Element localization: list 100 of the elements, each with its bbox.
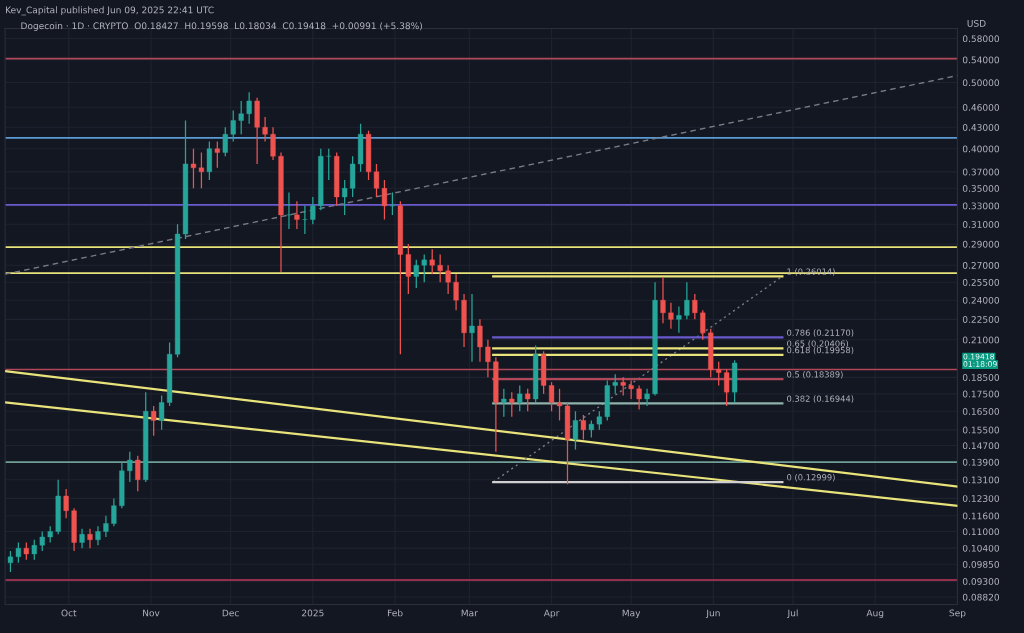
candlestick — [612, 373, 618, 395]
candlestick — [700, 309, 706, 341]
x-tick-label: May — [622, 609, 641, 619]
y-tick-label: 0.09300 — [962, 578, 1000, 585]
candlestick — [238, 100, 244, 135]
candlestick — [246, 91, 252, 125]
x-tick-label: Jul — [787, 609, 798, 619]
candlestick — [445, 264, 451, 295]
candlestick — [572, 410, 579, 451]
x-tick-label: Aug — [866, 609, 884, 619]
y-tick-label: 0.46000 — [962, 104, 1000, 111]
y-tick-label: 0.14700 — [962, 442, 1000, 450]
y-tick-label: 0.35000 — [962, 185, 1000, 192]
candlestick — [684, 281, 690, 320]
x-tick-label: 2025 — [302, 609, 324, 617]
y-tick-label: 0.31000 — [962, 221, 1000, 228]
y-tick-label: 0.11600 — [962, 512, 1000, 520]
candlestick — [198, 151, 205, 189]
candlestick — [636, 384, 642, 411]
y-tick-label: 0.17500 — [962, 390, 1000, 398]
candlestick — [437, 253, 443, 283]
y-tick-label: 0.58000 — [962, 35, 1000, 43]
y-tick-label: 0.12300 — [962, 495, 1000, 502]
candlestick — [429, 248, 435, 275]
candlestick — [644, 388, 650, 407]
y-tick-label: 0.27000 — [962, 261, 1000, 269]
candlestick — [294, 200, 300, 230]
chart-subtitle: Dogecoin · 1D · CRYPTO O0.18427 H0.19598 L0.18034 C0.19418 +0.00991 (+5.38%) — [21, 22, 422, 31]
candlestick — [302, 205, 308, 235]
candlestick — [453, 273, 459, 311]
y-axis-title: USD — [967, 20, 986, 27]
candlestick — [31, 539, 37, 561]
x-tick-label: Oct — [61, 609, 77, 617]
y-tick-label: 0.16500 — [962, 408, 1000, 415]
x-tick-label: Feb — [387, 609, 403, 617]
candlestick — [270, 126, 276, 161]
candlestick — [222, 126, 228, 157]
candlestick — [501, 388, 507, 418]
y-tick-label: 0.10400 — [962, 544, 1000, 552]
candlestick — [469, 293, 475, 363]
candlestick — [596, 410, 602, 431]
candlestick — [620, 376, 626, 397]
y-tick-label: 0.33000 — [962, 202, 1000, 210]
y-tick-label: 0.43000 — [962, 124, 1000, 131]
y-tick-label: 0.13900 — [962, 458, 1000, 466]
y-tick-label: 0.15500 — [962, 426, 1000, 434]
annotation: 1 (0.26014) — [787, 268, 835, 276]
x-tick-label: Apr — [543, 609, 560, 619]
candlestick — [7, 550, 14, 573]
y-tick-label: 0.29000 — [962, 240, 1000, 248]
candlestick — [95, 525, 101, 546]
candlestick — [509, 391, 515, 418]
annotation: 0.786 (0.21170) — [787, 329, 854, 337]
candlestick — [63, 488, 69, 519]
y-tick-label: 0.08820 — [962, 593, 1000, 601]
candlestick — [135, 455, 141, 492]
y-tick-label: 0.13100 — [962, 476, 1000, 484]
candlestick — [286, 191, 292, 230]
x-tick-label: Mar — [461, 609, 478, 617]
y-tick-label: 0.37000 — [962, 168, 1000, 176]
x-tick-label: Nov — [143, 609, 160, 617]
candlestick — [15, 541, 21, 564]
candlestick — [151, 405, 157, 437]
candlestick — [389, 191, 396, 216]
candlestick — [716, 361, 722, 387]
annotation: 0.5 (0.18389) — [787, 371, 843, 379]
annotation: 0.65 (0.20406) — [787, 340, 848, 348]
x-tick-label: Jun — [705, 609, 720, 619]
y-tick-label: 0.50000 — [962, 79, 1000, 87]
candlestick — [111, 497, 117, 527]
candlestick — [342, 179, 348, 216]
candlestick — [206, 140, 212, 181]
candlestick — [628, 379, 634, 400]
candlestick — [214, 140, 220, 169]
candlestick — [39, 530, 45, 552]
annotation: 0 (0.12999) — [787, 473, 835, 482]
y-tick-label: 0.09850 — [962, 561, 1000, 568]
x-tick-label: Dec — [222, 609, 239, 617]
candlestick — [310, 196, 316, 225]
candlestick — [485, 339, 491, 378]
y-tick-label: 0.24000 — [962, 296, 1000, 304]
candlestick — [724, 368, 730, 407]
candlestick — [413, 259, 419, 289]
candlestick — [230, 109, 236, 143]
annotation: 0.382 (0.16944) — [787, 395, 854, 403]
candlestick — [477, 318, 483, 363]
candlestick — [262, 116, 268, 143]
candlestick — [326, 148, 332, 181]
y-tick-label: 0.18500 — [962, 374, 1000, 381]
candlestick — [159, 394, 165, 431]
candlestick — [676, 305, 682, 334]
candlestick — [190, 148, 197, 189]
y-tick-label: 0.25500 — [962, 278, 1000, 286]
candlestick — [127, 451, 133, 483]
candlestick — [87, 528, 93, 549]
y-tick-label: 0.22500 — [962, 316, 1000, 323]
candlestick — [692, 293, 698, 320]
chart-title: Kev_Capital published Jun 09, 2025 22:41 UTC — [6, 6, 214, 16]
candlestick — [517, 384, 523, 412]
y-tick-label: 0.40000 — [962, 145, 1000, 153]
